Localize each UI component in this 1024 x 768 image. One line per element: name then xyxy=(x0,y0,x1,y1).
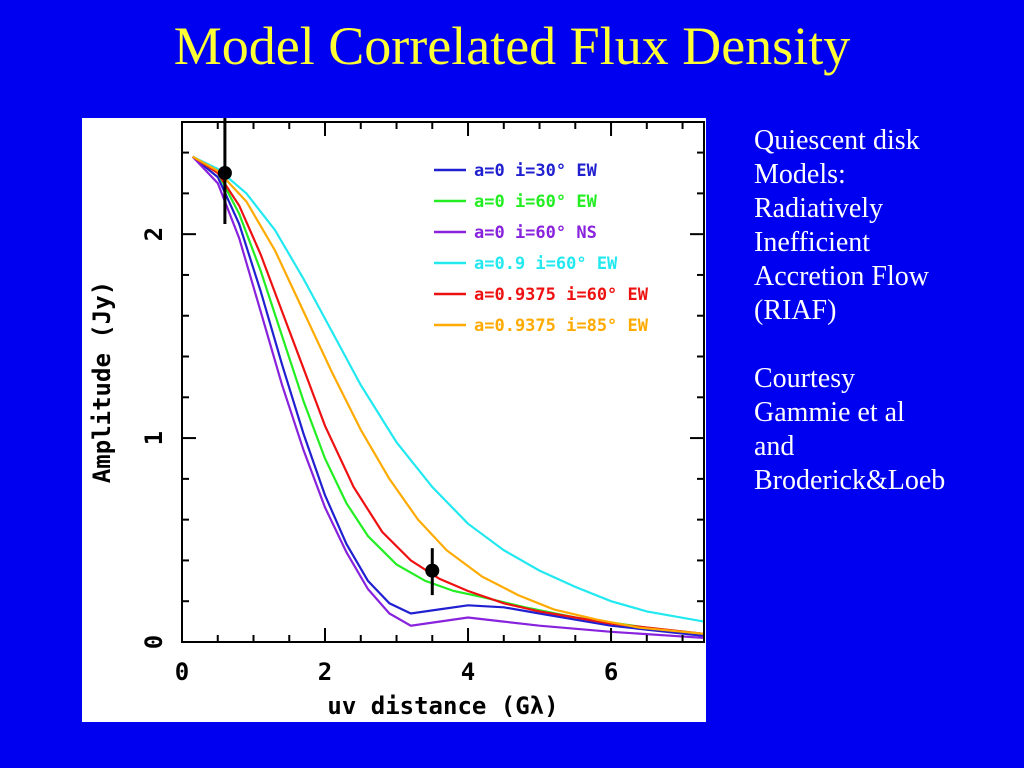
series-line-1 xyxy=(192,155,704,635)
credits-line: and xyxy=(754,431,795,462)
credits-line: Broderick&Loeb xyxy=(754,465,946,496)
x-axis-label: uv distance (Gλ) xyxy=(327,692,558,720)
description-line: Quiescent disk xyxy=(754,125,920,156)
observation-points xyxy=(217,118,440,596)
x-tick-label: 6 xyxy=(604,658,618,686)
description-line: (RIAF) xyxy=(754,295,837,326)
x-tick-label: 2 xyxy=(318,658,332,686)
x-tick-label: 0 xyxy=(175,658,189,686)
description-line: Radiatively xyxy=(754,193,884,224)
paragraph-gap xyxy=(754,328,1014,362)
y-axis-label: Amplitude (Jy) xyxy=(88,281,116,483)
series-line-3 xyxy=(192,155,704,623)
series-line-2 xyxy=(191,155,704,639)
description-line: Inefficient xyxy=(754,227,871,258)
description-line: Models: xyxy=(754,159,846,190)
model-curves xyxy=(191,155,704,639)
legend-label: a=0 i=30° EW xyxy=(474,161,598,181)
series-line-0 xyxy=(192,155,704,637)
legend-label: a=0.9375 i=85° EW xyxy=(474,316,649,336)
axis-ticks: 0 2 4 6 0 1 2 xyxy=(140,122,704,686)
legend-label: a=0.9 i=60° EW xyxy=(474,254,618,274)
data-point-0 xyxy=(217,165,232,180)
plot-frame xyxy=(181,121,705,643)
model-description: Quiescent disk Models: Radiatively Ineffici… xyxy=(754,124,1014,328)
side-text: Quiescent disk Models: Radiatively Ineffici… xyxy=(754,124,1014,498)
credits-line: Gammie et al xyxy=(754,397,905,428)
x-tick-label: 4 xyxy=(461,658,475,686)
legend: a=0 i=30° EW a=0 i=60° EW a=0 i=60° NS a=0.… xyxy=(434,161,649,336)
legend-label: a=0 i=60° EW xyxy=(474,192,598,212)
y-tick-label: 2 xyxy=(140,227,168,241)
plot-panel: 0 2 4 6 0 1 2 a=0 i=30° EW a=0 i=60° EW a=0 i=60… xyxy=(82,118,706,722)
series-line-5 xyxy=(192,155,704,635)
y-tick-label: 1 xyxy=(140,431,168,445)
flux-density-chart: 0 2 4 6 0 1 2 a=0 i=30° EW a=0 i=60° EW a=0 i=60… xyxy=(88,118,705,720)
credits-line: Courtesy xyxy=(754,363,856,394)
legend-label: a=0.9375 i=60° EW xyxy=(474,285,649,305)
series-line-4 xyxy=(192,155,704,635)
description-line: Accretion Flow xyxy=(754,261,929,292)
legend-label: a=0 i=60° NS xyxy=(474,223,597,243)
data-point-1 xyxy=(425,563,440,578)
slide-title: Model Correlated Flux Density xyxy=(173,16,851,76)
credits: Courtesy Gammie et al and Broderick&Loeb xyxy=(754,362,1014,498)
y-tick-label: 0 xyxy=(140,635,168,649)
